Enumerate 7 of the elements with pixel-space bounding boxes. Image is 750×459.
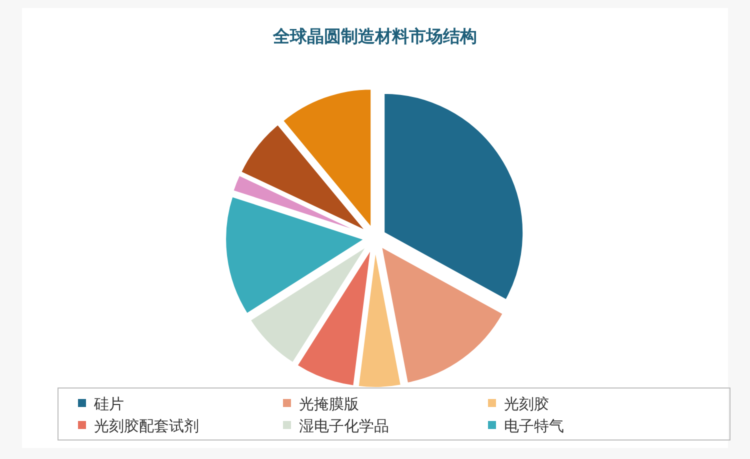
legend-label: 电子特气	[504, 417, 564, 435]
legend-label: 光刻胶	[504, 395, 549, 413]
legend-label: 湿电子化学品	[299, 417, 389, 435]
chart-title: 全球晶圆制造材料市场结构	[272, 27, 477, 47]
legend-label: 硅片	[93, 395, 124, 413]
legend-label: 光掩膜版	[299, 395, 359, 413]
legend-label: 光刻胶配套试剂	[94, 417, 199, 435]
